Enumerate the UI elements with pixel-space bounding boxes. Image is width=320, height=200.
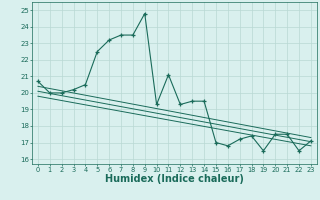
X-axis label: Humidex (Indice chaleur): Humidex (Indice chaleur) — [105, 174, 244, 184]
